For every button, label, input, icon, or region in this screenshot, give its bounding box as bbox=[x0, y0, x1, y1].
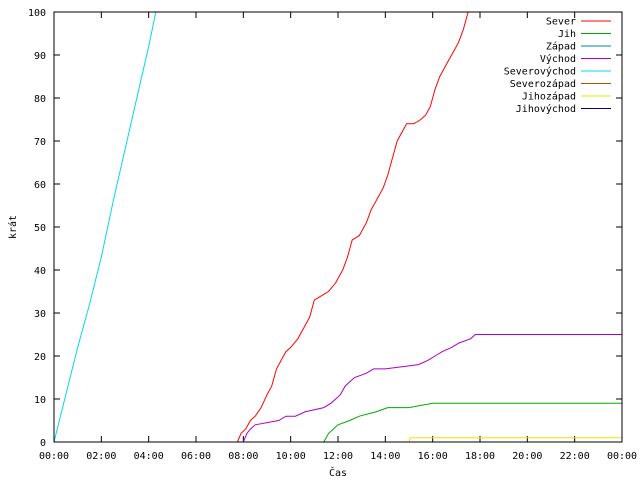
x-tick-label: 00:00 bbox=[607, 451, 637, 462]
x-tick-label: 06:00 bbox=[181, 451, 211, 462]
x-axis: 00:00 02:00 04:00 06:00 08:00 10:00 12:00 14:00… bbox=[39, 12, 637, 462]
y-axis: 0 10 20 30 40 50 60 70 80 90 100 bbox=[28, 8, 622, 449]
series-line-2 bbox=[54, 402, 622, 443]
x-tick-label: 18:00 bbox=[465, 451, 495, 462]
y-tick-label: 80 bbox=[34, 94, 46, 105]
y-tick-label: 40 bbox=[34, 266, 46, 277]
legend-label: Jihozápad bbox=[522, 91, 576, 103]
series-line-4 bbox=[54, 334, 622, 443]
y-tick-label: 60 bbox=[34, 180, 46, 191]
x-tick-label: 00:00 bbox=[39, 451, 69, 462]
legend-label: Západ bbox=[546, 41, 576, 53]
x-tick-label: 08:00 bbox=[228, 451, 258, 462]
x-tick-label: 10:00 bbox=[276, 451, 306, 462]
x-axis-title: Čas bbox=[329, 466, 347, 479]
y-tick-label: 50 bbox=[34, 223, 46, 234]
x-tick-label: 20:00 bbox=[512, 451, 542, 462]
legend: SeverJihZápadVýchodSeverovýchodSeverozáp… bbox=[504, 17, 611, 115]
y-tick-label: 10 bbox=[34, 395, 46, 406]
y-axis-title: krát bbox=[7, 215, 19, 239]
y-tick-label: 100 bbox=[28, 8, 46, 19]
legend-label: Sever bbox=[546, 17, 576, 28]
y-tick-label: 30 bbox=[34, 309, 46, 320]
legend-label: Jih bbox=[558, 29, 576, 40]
y-tick-label: 20 bbox=[34, 352, 46, 363]
x-tick-label: 02:00 bbox=[86, 451, 116, 462]
x-tick-label: 22:00 bbox=[560, 451, 590, 462]
legend-label: Jihovýchod bbox=[516, 103, 576, 115]
x-tick-label: 16:00 bbox=[418, 451, 448, 462]
series-line-5 bbox=[53, 11, 157, 443]
legend-label: Severozápad bbox=[510, 78, 576, 90]
legend-label: Severovýchod bbox=[504, 66, 576, 78]
x-tick-label: 04:00 bbox=[134, 451, 164, 462]
plot-frame bbox=[53, 11, 623, 443]
x-tick-label: 12:00 bbox=[323, 451, 353, 462]
series-line-1 bbox=[54, 11, 469, 443]
y-tick-label: 90 bbox=[34, 51, 46, 62]
legend-label: Východ bbox=[540, 53, 576, 65]
y-tick-label: 0 bbox=[40, 438, 46, 449]
x-tick-label: 14:00 bbox=[370, 451, 400, 462]
y-tick-label: 70 bbox=[34, 137, 46, 148]
